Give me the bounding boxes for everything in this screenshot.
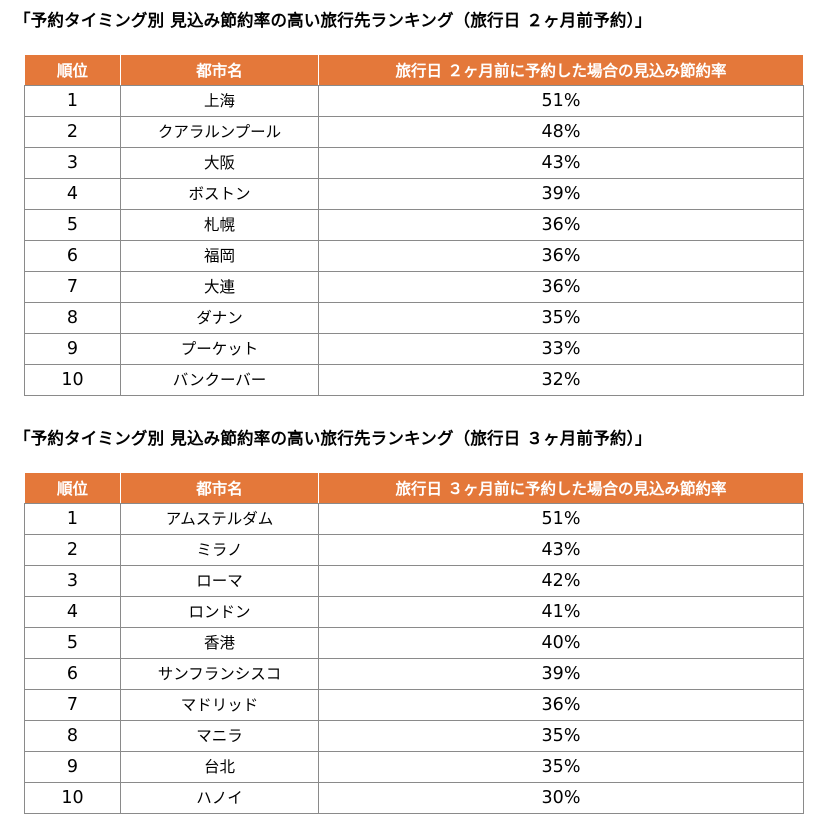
rate-cell: 42% (318, 565, 804, 597)
table-row: 6 サンフランシスコ 39% (24, 658, 804, 690)
table-row: 4 ロンドン 41% (24, 596, 804, 628)
header-rank: 順位 (24, 472, 121, 504)
rank-cell: 4 (24, 178, 121, 210)
city-cell: クアラルンプール (120, 116, 319, 148)
rank-cell: 3 (24, 147, 121, 179)
rate-cell: 35% (318, 720, 804, 752)
rate-cell: 51% (318, 85, 804, 117)
rank-cell: 5 (24, 627, 121, 659)
rate-cell: 35% (318, 302, 804, 334)
table-row: 8 マニラ 35% (24, 720, 804, 752)
city-cell: バンクーバー (120, 364, 319, 396)
rate-cell: 36% (318, 209, 804, 241)
ranking-table-3-months: 順位 都市名 旅行日 ３ヶ月前に予約した場合の見込み節約率 1 アムステルダム … (24, 472, 804, 814)
table-row: 3 大阪 43% (24, 147, 804, 179)
table-row: 8 ダナン 35% (24, 302, 804, 334)
rate-cell: 36% (318, 271, 804, 303)
table-header-row: 順位 都市名 旅行日 ２ヶ月前に予約した場合の見込み節約率 (24, 54, 804, 86)
rank-cell: 5 (24, 209, 121, 241)
rank-cell: 4 (24, 596, 121, 628)
rate-cell: 36% (318, 689, 804, 721)
table-row: 1 上海 51% (24, 85, 804, 117)
rank-cell: 2 (24, 534, 121, 566)
rate-cell: 32% (318, 364, 804, 396)
rate-cell: 39% (318, 658, 804, 690)
city-cell: 札幌 (120, 209, 319, 241)
rate-cell: 40% (318, 627, 804, 659)
table-row: 10 バンクーバー 32% (24, 364, 804, 396)
rank-cell: 8 (24, 302, 121, 334)
city-cell: マドリッド (120, 689, 319, 721)
header-rate: 旅行日 ２ヶ月前に予約した場合の見込み節約率 (318, 54, 804, 86)
city-cell: ハノイ (120, 782, 319, 814)
table-row: 6 福岡 36% (24, 240, 804, 272)
table-header-row: 順位 都市名 旅行日 ３ヶ月前に予約した場合の見込み節約率 (24, 472, 804, 504)
rate-cell: 43% (318, 147, 804, 179)
table-row: 5 香港 40% (24, 627, 804, 659)
rank-cell: 3 (24, 565, 121, 597)
city-cell: ダナン (120, 302, 319, 334)
city-cell: 大阪 (120, 147, 319, 179)
rank-cell: 6 (24, 240, 121, 272)
rank-cell: 9 (24, 333, 121, 365)
section-title: 「予約タイミング別 見込み節約率の高い旅行先ランキング（旅行日 ２ヶ月前予約）」 (14, 11, 652, 30)
table-row: 7 大連 36% (24, 271, 804, 303)
city-cell: アムステルダム (120, 503, 319, 535)
city-cell: 福岡 (120, 240, 319, 272)
table-row: 1 アムステルダム 51% (24, 503, 804, 535)
rate-cell: 35% (318, 751, 804, 783)
table-row: 7 マドリッド 36% (24, 689, 804, 721)
city-cell: 大連 (120, 271, 319, 303)
rate-cell: 51% (318, 503, 804, 535)
rate-cell: 30% (318, 782, 804, 814)
rank-cell: 1 (24, 503, 121, 535)
city-cell: サンフランシスコ (120, 658, 319, 690)
rate-cell: 43% (318, 534, 804, 566)
city-cell: 台北 (120, 751, 319, 783)
city-cell: マニラ (120, 720, 319, 752)
table-row: 2 クアラルンプール 48% (24, 116, 804, 148)
rank-cell: 9 (24, 751, 121, 783)
ranking-table-2-months: 順位 都市名 旅行日 ２ヶ月前に予約した場合の見込み節約率 1 上海 51% 2… (24, 54, 804, 396)
city-cell: ローマ (120, 565, 319, 597)
city-cell: ロンドン (120, 596, 319, 628)
table-row: 3 ローマ 42% (24, 565, 804, 597)
rank-cell: 8 (24, 720, 121, 752)
table-row: 5 札幌 36% (24, 209, 804, 241)
city-cell: 香港 (120, 627, 319, 659)
table-row: 4 ボストン 39% (24, 178, 804, 210)
city-cell: プーケット (120, 333, 319, 365)
rank-cell: 2 (24, 116, 121, 148)
city-cell: ミラノ (120, 534, 319, 566)
rank-cell: 6 (24, 658, 121, 690)
rank-cell: 7 (24, 689, 121, 721)
section-title: 「予約タイミング別 見込み節約率の高い旅行先ランキング（旅行日 ３ヶ月前予約）」 (14, 429, 652, 448)
header-rate: 旅行日 ３ヶ月前に予約した場合の見込み節約率 (318, 472, 804, 504)
table-row: 2 ミラノ 43% (24, 534, 804, 566)
header-city: 都市名 (120, 472, 319, 504)
rate-cell: 39% (318, 178, 804, 210)
city-cell: 上海 (120, 85, 319, 117)
city-cell: ボストン (120, 178, 319, 210)
rate-cell: 48% (318, 116, 804, 148)
table-row: 9 プーケット 33% (24, 333, 804, 365)
table-row: 10 ハノイ 30% (24, 782, 804, 814)
rate-cell: 36% (318, 240, 804, 272)
rate-cell: 41% (318, 596, 804, 628)
rank-cell: 7 (24, 271, 121, 303)
table-row: 9 台北 35% (24, 751, 804, 783)
rank-cell: 1 (24, 85, 121, 117)
rank-cell: 10 (24, 364, 121, 396)
header-city: 都市名 (120, 54, 319, 86)
header-rank: 順位 (24, 54, 121, 86)
rank-cell: 10 (24, 782, 121, 814)
rate-cell: 33% (318, 333, 804, 365)
